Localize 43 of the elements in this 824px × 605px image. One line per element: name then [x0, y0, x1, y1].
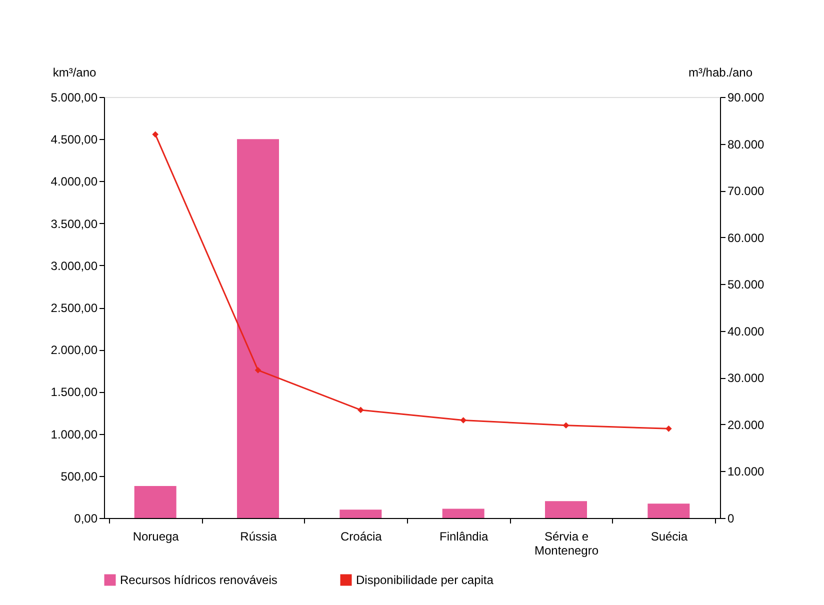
y-tick-label: 4.500,00	[50, 132, 98, 147]
legend-label: Disponibilidade per capita	[356, 573, 494, 587]
y-axis-title: km³/ano	[52, 66, 96, 80]
y-tick-label: 2.000,00	[50, 343, 98, 358]
point	[152, 131, 158, 138]
y2-tick-label: 30.000	[728, 371, 765, 386]
point	[460, 417, 466, 424]
x-tick-label: Finlândia	[439, 530, 489, 544]
y-tick-label: 5.000,00	[50, 90, 98, 104]
y2-tick-label: 60.000	[728, 230, 765, 245]
x-tick-label: Rússia	[240, 530, 278, 544]
y-tick-label: 4.000,00	[50, 174, 98, 189]
y-tick-label: 2.500,00	[50, 301, 98, 315]
y-tick-label: 1.000,00	[50, 427, 98, 442]
point	[562, 422, 570, 429]
point	[254, 367, 262, 374]
x-tick-label: Suécia	[650, 530, 688, 544]
x-tick-label: Croácia	[340, 530, 382, 544]
y2-tick-label: 0	[728, 512, 734, 526]
bar	[442, 508, 484, 518]
bar	[237, 139, 279, 518]
y2-tick-label: 10.000	[728, 464, 765, 479]
y-tick-label: 3.500,00	[50, 216, 98, 231]
y2-tick-label: 90.000	[728, 90, 765, 104]
x-tick-label: Noruega	[132, 530, 180, 544]
bar	[340, 510, 382, 518]
y2-tick-label: 50.000	[728, 278, 765, 292]
x-tick-label: Sérvia e Montenegro	[534, 530, 599, 558]
point	[666, 425, 672, 432]
y2-tick-label: 80.000	[728, 137, 765, 152]
bar	[134, 486, 176, 518]
y-tick-label: 500,00	[60, 469, 98, 484]
y2-axis-title: m³/hab./ano	[688, 66, 753, 80]
y-tick-label: 3.000,00	[50, 258, 98, 273]
y2-tick-label: 40.000	[728, 324, 765, 338]
bar	[545, 501, 587, 518]
y2-tick-label: 20.000	[728, 418, 765, 432]
y2-tick-label: 70.000	[728, 184, 765, 198]
y-tick-label: 0,00	[74, 512, 98, 526]
bar	[648, 504, 690, 518]
point	[358, 406, 364, 414]
legend-label: Recursos hídricos renováveis	[120, 573, 278, 587]
y-tick-label: 1.500,00	[50, 385, 98, 400]
